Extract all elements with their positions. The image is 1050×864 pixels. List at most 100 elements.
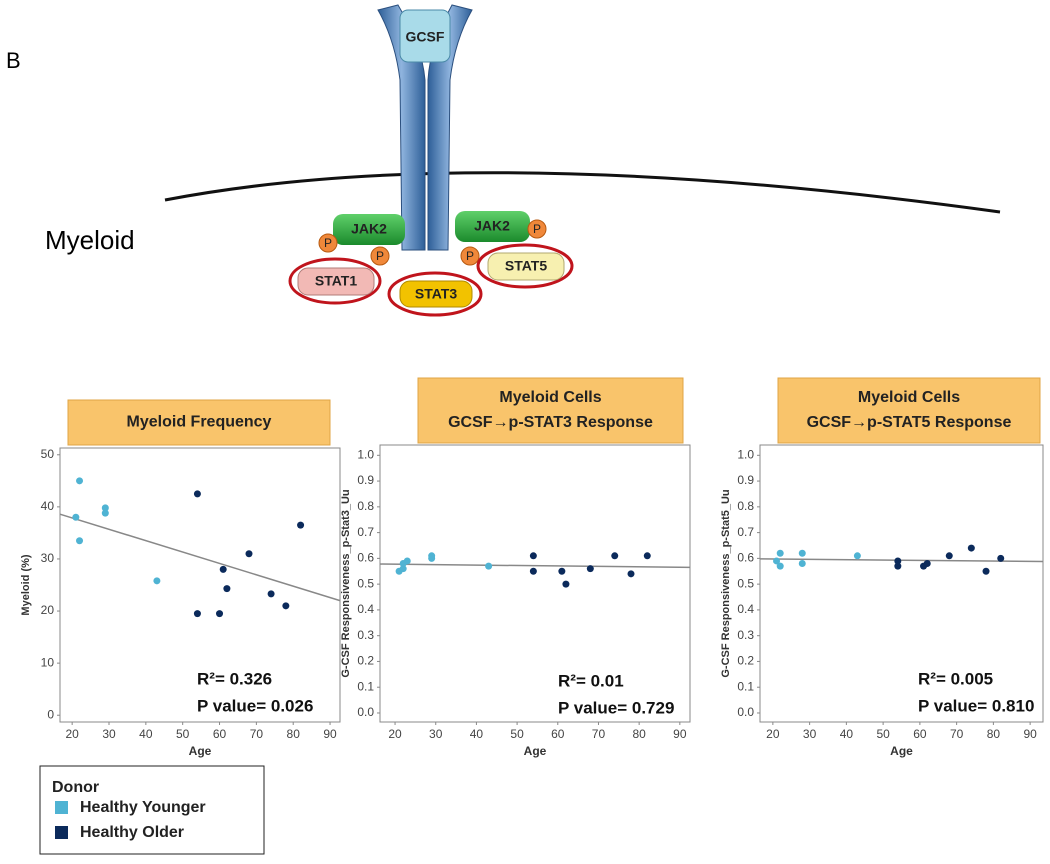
y-tick-label: 0.1 <box>737 679 754 693</box>
y-tick-label: 0.8 <box>737 499 754 513</box>
stat1-box <box>297 267 375 296</box>
point <box>773 557 781 565</box>
y-axis-label: Myeloid (%) <box>20 554 32 615</box>
receptor <box>377 4 473 251</box>
point <box>562 580 570 588</box>
point <box>982 567 990 575</box>
plot-frame <box>379 444 691 723</box>
x-tick-label: 90 <box>1023 727 1037 741</box>
point <box>894 562 902 570</box>
panel-label: B <box>6 48 21 73</box>
y-tick-label: 0.1 <box>357 679 374 693</box>
point <box>193 610 201 618</box>
phospho-label: P <box>324 236 332 250</box>
point <box>297 521 305 529</box>
x-tick-label: 20 <box>65 727 79 741</box>
point <box>282 602 290 610</box>
title-box <box>417 377 684 444</box>
y-tick-label: 20 <box>41 603 55 617</box>
point <box>153 577 161 585</box>
x-tick-label: 50 <box>510 727 524 741</box>
y-tick-label: 0.4 <box>737 602 754 616</box>
point <box>193 490 201 498</box>
x-tick-label: 70 <box>950 727 964 741</box>
stat-label: STAT1 <box>315 273 357 289</box>
y-tick-label: 0 <box>47 707 54 721</box>
x-tick-label: 70 <box>250 727 264 741</box>
y-tick-label: 0.0 <box>357 705 374 719</box>
point <box>945 552 953 560</box>
point <box>223 585 231 593</box>
title-box <box>777 377 1041 444</box>
point <box>245 550 253 558</box>
x-tick-label: 20 <box>388 727 402 741</box>
point <box>216 610 224 618</box>
x-tick-label: 80 <box>287 727 301 741</box>
x-tick-label: 90 <box>673 727 687 741</box>
y-tick-label: 1.0 <box>737 447 754 461</box>
y-tick-label: 40 <box>41 499 55 513</box>
jak2-box <box>455 211 530 242</box>
point <box>101 509 109 517</box>
jak2-box <box>333 214 405 245</box>
x-tick-label: 80 <box>987 727 1001 741</box>
point <box>76 477 84 485</box>
phospho-label: P <box>533 222 541 236</box>
point <box>76 537 84 545</box>
x-tick-label: 40 <box>139 727 153 741</box>
x-tick-label: 30 <box>429 727 443 741</box>
fit-line <box>759 558 1044 563</box>
y-tick-label: 0.4 <box>357 602 374 616</box>
phospho-sites <box>318 219 547 266</box>
annotation: P value= 0.810 <box>918 696 1034 715</box>
point <box>267 590 275 598</box>
x-tick-label: 90 <box>323 727 337 741</box>
y-tick-label: 0.3 <box>737 628 754 642</box>
point <box>776 549 784 557</box>
legend-label: Healthy Younger <box>80 799 206 816</box>
point <box>399 565 407 573</box>
y-tick-label: 0.5 <box>357 576 374 590</box>
point <box>643 552 651 560</box>
ligand-label: GCSF <box>406 29 445 45</box>
annotation: R²= 0.01 <box>558 671 624 690</box>
y-tick-label: 0.5 <box>737 576 754 590</box>
point <box>776 562 784 570</box>
point <box>485 562 493 570</box>
legend: Donor <box>39 765 265 855</box>
stat5-box <box>487 252 565 281</box>
point <box>798 549 806 557</box>
x-axis-label: Age <box>524 744 547 758</box>
y-tick-label: 1.0 <box>357 447 374 461</box>
point <box>558 567 566 575</box>
y-tick-label: 10 <box>41 655 55 669</box>
plot-frame <box>759 444 1044 723</box>
y-axis-label: G-CSF Responsiveness_p-Stat5_Uu <box>720 489 732 677</box>
x-tick-label: 60 <box>913 727 927 741</box>
y-tick-label: 50 <box>41 447 55 461</box>
y-tick-label: 0.2 <box>357 654 374 668</box>
x-tick-label: 40 <box>470 727 484 741</box>
kinase-label: JAK2 <box>351 221 387 237</box>
point <box>529 552 537 560</box>
chart-title: Myeloid Cells <box>858 389 960 406</box>
x-tick-label: 20 <box>766 727 780 741</box>
legend-box <box>39 765 265 855</box>
stat-ring <box>476 243 574 289</box>
title-box <box>67 399 331 446</box>
y-axis-label: G-CSF Responsiveness_p-Stat3_Uu <box>340 489 352 677</box>
y-tick-label: 0.6 <box>357 551 374 565</box>
x-tick-label: 70 <box>592 727 606 741</box>
kinase-label: JAK2 <box>474 218 510 234</box>
point <box>853 552 861 560</box>
fit-line <box>379 563 691 569</box>
y-tick-label: 0.3 <box>357 628 374 642</box>
legend-label: Healthy Older <box>80 824 184 841</box>
y-tick-label: 0.2 <box>737 654 754 668</box>
y-tick-label: 0.6 <box>737 551 754 565</box>
x-tick-label: 60 <box>213 727 227 741</box>
point <box>997 554 1005 562</box>
point <box>894 557 902 565</box>
chart-subtitle: GCSF→p-STAT3 Response <box>448 414 653 431</box>
